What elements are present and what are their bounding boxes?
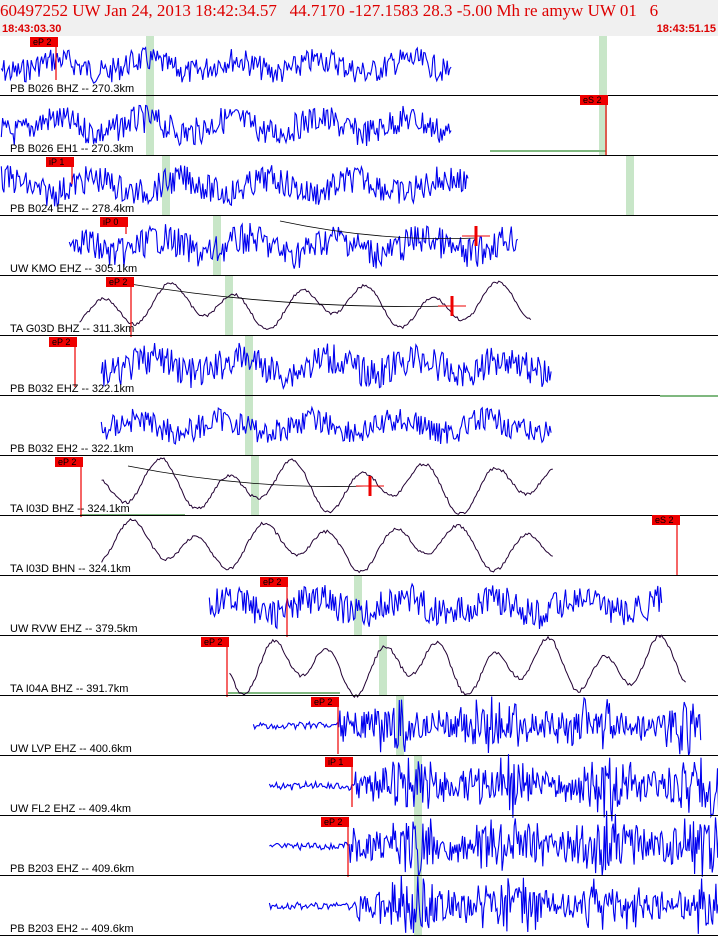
pick-label: eP 2 bbox=[109, 277, 127, 287]
pick-label: eP 2 bbox=[204, 637, 222, 647]
trace-label: PB B026 BHZ -- 270.3km bbox=[10, 83, 134, 95]
trace-label: TA I03D BHZ -- 324.1km bbox=[10, 503, 130, 515]
waveform bbox=[101, 457, 553, 515]
waveform bbox=[269, 810, 718, 877]
fit-curve bbox=[279, 220, 477, 240]
trace-label: TA I04A BHZ -- 391.7km bbox=[10, 683, 128, 695]
theoretical-arrival-marker bbox=[225, 276, 233, 336]
theoretical-arrival-marker bbox=[379, 636, 387, 696]
pick-label: eP 2 bbox=[263, 577, 281, 587]
trace-row[interactable]: eP 2 UW RVW EHZ -- 379.5km bbox=[0, 576, 718, 637]
seismogram-panel[interactable]: eP 2 PB B026 BHZ -- 270.3km eS 2 PB B026 EH… bbox=[0, 36, 718, 938]
pick-flag[interactable] bbox=[311, 697, 339, 707]
pick-flag[interactable] bbox=[106, 277, 134, 287]
trace-row[interactable]: PB B203 EH2 -- 409.6km bbox=[0, 875, 718, 936]
waveform bbox=[0, 164, 469, 208]
trace-label: PB B032 EH2 -- 322.1km bbox=[10, 443, 134, 455]
pick-flag[interactable] bbox=[652, 515, 680, 525]
waveform bbox=[68, 222, 519, 269]
trace-row[interactable]: iP 0 UW KMO EHZ -- 305.1km bbox=[0, 216, 718, 276]
waveform bbox=[229, 634, 686, 699]
trace-row[interactable]: eP 2 PB B203 EHZ -- 409.6km bbox=[0, 810, 718, 877]
fit-curve bbox=[127, 465, 371, 487]
pick-label: eP 2 bbox=[58, 457, 76, 467]
pick-label: eP 2 bbox=[33, 37, 51, 47]
waveform bbox=[101, 518, 553, 574]
trace-label: PB B032 EHZ -- 322.1km bbox=[10, 383, 134, 395]
theoretical-arrival-marker bbox=[146, 96, 154, 156]
waveform bbox=[268, 754, 718, 822]
waveform bbox=[0, 46, 452, 84]
pick-label: iP 1 bbox=[49, 157, 64, 167]
theoretical-arrival-marker bbox=[245, 396, 253, 456]
trace-label: PB B203 EHZ -- 409.6km bbox=[10, 863, 134, 875]
trace-row[interactable]: eP 2 TA G03D BHZ -- 311.3km bbox=[0, 276, 718, 337]
trace-row[interactable]: PB B032 EH2 -- 322.1km bbox=[0, 395, 718, 456]
waveform bbox=[79, 280, 532, 331]
pick-flag[interactable] bbox=[201, 637, 229, 647]
pick-label: iP 1 bbox=[328, 757, 343, 767]
pick-flag[interactable] bbox=[49, 337, 77, 347]
trace-row[interactable]: eP 2 UW LVP EHZ -- 400.6km bbox=[0, 696, 718, 756]
pick-flag[interactable] bbox=[30, 37, 58, 47]
trace-row[interactable]: eS 2 PB B026 EH1 -- 270.3km bbox=[0, 95, 718, 156]
theoretical-arrival-marker bbox=[599, 96, 607, 156]
pick-flag[interactable] bbox=[260, 577, 288, 587]
trace-row[interactable]: eP 2 PB B032 EHZ -- 322.1km bbox=[0, 336, 718, 396]
pick-flag[interactable] bbox=[580, 95, 608, 105]
pick-flag[interactable] bbox=[321, 817, 349, 827]
trace-label: UW FL2 EHZ -- 409.4km bbox=[10, 803, 131, 815]
trace-label: PB B026 EH1 -- 270.3km bbox=[10, 143, 134, 155]
trace-row[interactable]: iP 1 PB B024 EHZ -- 278.4km bbox=[0, 156, 718, 216]
trace-row[interactable]: eP 2 PB B026 BHZ -- 270.3km bbox=[0, 36, 718, 96]
waveform bbox=[100, 342, 552, 391]
theoretical-arrival-marker bbox=[162, 156, 170, 216]
theoretical-arrival-marker bbox=[414, 816, 422, 876]
trace-label: PB B024 EHZ -- 278.4km bbox=[10, 203, 134, 215]
fit-curve bbox=[129, 283, 453, 307]
theoretical-arrival-marker bbox=[599, 36, 607, 96]
trace-row[interactable]: eP 2 TA I04A BHZ -- 391.7km bbox=[0, 634, 718, 699]
pick-flag[interactable] bbox=[100, 217, 128, 227]
event-header: 60497252 UW Jan 24, 2013 18:42:34.57 44.… bbox=[0, 0, 718, 36]
pick-flag[interactable] bbox=[46, 157, 74, 167]
event-title: 60497252 UW Jan 24, 2013 18:42:34.57 44.… bbox=[0, 1, 659, 20]
trace-label: UW RVW EHZ -- 379.5km bbox=[10, 623, 138, 635]
waveform bbox=[0, 104, 452, 147]
pick-label: iP 0 bbox=[103, 217, 118, 227]
trace-label: TA G03D BHZ -- 311.3km bbox=[10, 323, 134, 335]
theoretical-arrival-marker bbox=[251, 456, 259, 516]
pick-label: eP 2 bbox=[324, 817, 342, 827]
pick-label: eS 2 bbox=[583, 95, 602, 105]
theoretical-arrival-marker bbox=[626, 156, 634, 216]
waveform bbox=[252, 696, 702, 756]
waveform bbox=[268, 875, 718, 934]
trace-label: PB B203 EH2 -- 409.6km bbox=[10, 923, 134, 935]
trace-label: UW LVP EHZ -- 400.6km bbox=[10, 743, 132, 755]
trace-row[interactable]: iP 1 UW FL2 EHZ -- 409.4km bbox=[0, 754, 718, 822]
waveform bbox=[208, 582, 663, 630]
pick-flag[interactable] bbox=[325, 757, 353, 767]
trace-row[interactable]: eS 2 TA I03D BHN -- 324.1km bbox=[0, 515, 718, 576]
window-start-time: 18:43:03.30 bbox=[2, 23, 62, 35]
window-end-time: 18:43:51.15 bbox=[656, 23, 716, 35]
trace-label: UW KMO EHZ -- 305.1km bbox=[10, 263, 137, 275]
pick-flag[interactable] bbox=[55, 457, 83, 467]
pick-label: eP 2 bbox=[314, 697, 332, 707]
trace-label: TA I03D BHN -- 324.1km bbox=[10, 563, 131, 575]
pick-label: eP 2 bbox=[52, 337, 70, 347]
waveform bbox=[100, 405, 552, 445]
pick-label: eS 2 bbox=[655, 515, 674, 525]
theoretical-arrival-marker bbox=[414, 876, 422, 936]
trace-row[interactable]: eP 2 TA I03D BHZ -- 324.1km bbox=[0, 456, 718, 517]
